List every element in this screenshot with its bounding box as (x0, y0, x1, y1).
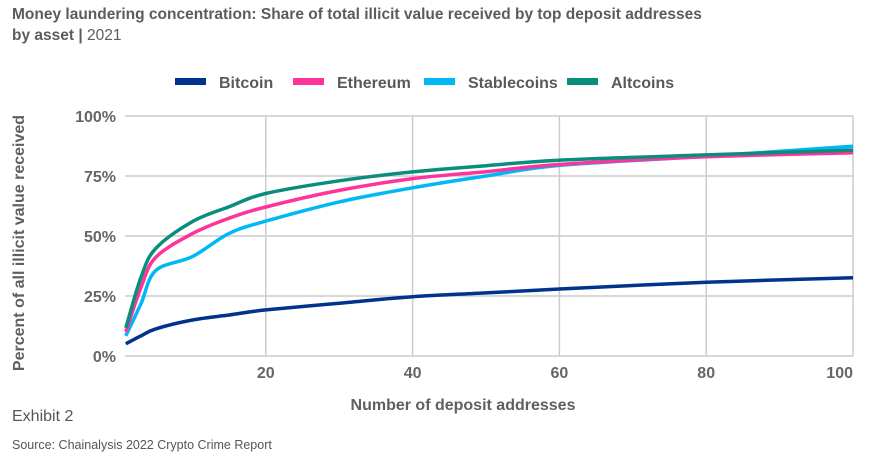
y-tick-label: 75% (84, 169, 116, 186)
title-separator: | (78, 27, 83, 44)
legend: Bitcoin Ethereum Stablecoins Altcoins (175, 75, 674, 92)
y-tick-label: 50% (84, 229, 116, 246)
legend-item-bitcoin: Bitcoin (175, 75, 273, 92)
source-note: Source: Chainalysis 2022 Crypto Crime Re… (12, 438, 272, 452)
x-axis-label: Number of deposit addresses (351, 397, 576, 414)
series-lines (124, 144, 854, 346)
y-tick-label: 100% (75, 109, 116, 126)
x-tick-label: 20 (257, 365, 275, 382)
series-line-altcoins (124, 148, 854, 329)
x-tick-label: 60 (551, 365, 569, 382)
legend-swatch (567, 78, 598, 85)
x-tick-label: 100 (826, 365, 853, 382)
legend-item-ethereum: Ethereum (293, 75, 411, 92)
chart-title: Money laundering concentration: Share of… (12, 4, 712, 46)
legend-label: Stablecoins (468, 75, 558, 92)
legend-item-stablecoins: Stablecoins (424, 75, 558, 92)
exhibit-label: Exhibit 2 (12, 408, 74, 425)
y-axis-ticks: 0% 25% 50% 75% 100% (75, 109, 116, 366)
legend-item-altcoins: Altcoins (567, 75, 674, 92)
series-line-stablecoins (124, 144, 854, 337)
x-tick-label: 80 (697, 365, 715, 382)
legend-swatch (175, 78, 206, 85)
y-axis-label: Percent of all illicit value received (11, 115, 28, 371)
x-tick-label: 40 (404, 365, 422, 382)
legend-swatch (293, 78, 324, 85)
chart-title-text: Money laundering concentration: Share of… (12, 6, 702, 44)
series-line-bitcoin (124, 276, 854, 346)
series-line-ethereum (124, 150, 854, 333)
y-tick-label: 25% (84, 289, 116, 306)
title-year: 2021 (87, 27, 122, 44)
legend-swatch (424, 78, 455, 85)
legend-label: Altcoins (611, 75, 674, 92)
legend-label: Ethereum (337, 75, 411, 92)
x-axis-ticks: 20 40 60 80 100 (257, 365, 853, 382)
y-tick-label: 0% (93, 349, 116, 366)
legend-label: Bitcoin (219, 75, 273, 92)
